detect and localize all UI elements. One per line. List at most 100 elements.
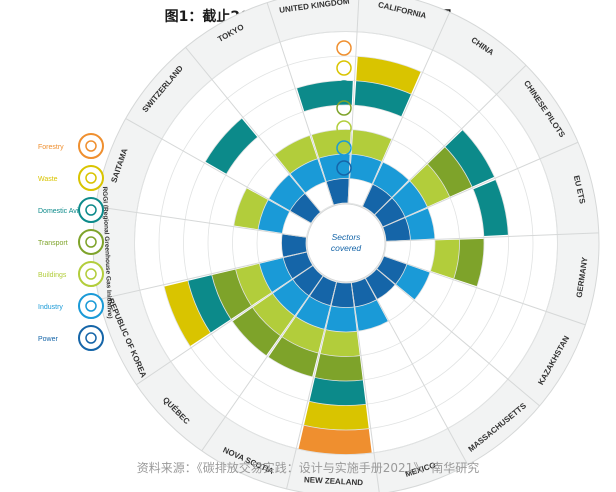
coverage-cell — [376, 256, 407, 284]
coverage-cell — [325, 305, 357, 332]
coverage-cell — [268, 174, 305, 211]
grid-ring — [305, 202, 387, 284]
coverage-cell — [164, 280, 211, 347]
legend-label: Domestic Aviation — [38, 208, 94, 215]
center-hole — [306, 203, 386, 283]
tree-icon — [336, 40, 352, 56]
coverage-cell — [232, 307, 281, 356]
coverage-cell — [331, 281, 354, 308]
grid-divider — [347, 0, 360, 204]
coverage-cell — [205, 118, 258, 174]
house-icon — [336, 120, 352, 136]
coverage-cell — [233, 188, 269, 230]
legend-item: Domestic Aviation — [38, 197, 104, 223]
coverage-cell — [382, 217, 411, 241]
grid-divider — [286, 281, 338, 490]
coverage-cell — [311, 129, 351, 159]
coverage-cell — [355, 299, 389, 332]
grid-divider — [185, 47, 322, 213]
grid-divider — [99, 251, 308, 300]
system-label: NEW ZEALAND — [304, 475, 364, 487]
coverage-cell — [290, 158, 326, 193]
coverage-cell — [235, 263, 272, 306]
factory-icon — [336, 140, 352, 156]
coverage-cell — [298, 425, 372, 455]
center-label: covered — [331, 243, 362, 253]
legend-label: Industry — [38, 304, 63, 311]
legend-label: Power — [38, 336, 59, 343]
coverage-cell — [303, 401, 369, 430]
coverage-cell — [430, 239, 460, 279]
grid-divider — [376, 268, 540, 407]
waste-icon — [336, 60, 352, 76]
grid-divider — [374, 64, 527, 216]
coverage-cell — [309, 377, 366, 406]
grid-divider — [201, 275, 324, 452]
power-icon — [78, 325, 104, 351]
factory-icon — [78, 293, 104, 319]
legend-item: Buildings — [38, 261, 104, 287]
center-label: Sectors — [332, 232, 362, 242]
plane-icon — [78, 197, 104, 223]
coverage-cell — [395, 264, 430, 300]
power-icon — [336, 160, 352, 176]
coverage-cell — [453, 238, 484, 287]
source-note: 资料来源：《碳排放交易实践：设计与实施手册2021》、南华研究 — [136, 461, 480, 475]
waste-icon — [78, 165, 104, 191]
coverage-cell — [326, 178, 349, 205]
coverage-cell — [283, 252, 313, 279]
coverage-cell — [362, 184, 392, 215]
coverage-cell — [272, 279, 309, 316]
coverage-cell — [405, 208, 435, 240]
house-icon — [78, 261, 104, 287]
coverage-cell — [268, 336, 319, 377]
coverage-cell — [290, 193, 321, 223]
tree-icon — [78, 133, 104, 159]
legend-label: Buildings — [38, 272, 67, 279]
legend-item: Power — [38, 325, 104, 351]
coverage-cell — [282, 316, 325, 354]
coverage-cell — [350, 154, 382, 184]
coverage-cell — [427, 147, 473, 197]
coverage-cell — [351, 129, 392, 162]
legend-item: Transport — [38, 229, 104, 255]
coverage-cell — [351, 278, 377, 307]
coverage-cell — [392, 181, 428, 217]
coverage-cell — [259, 258, 293, 293]
coverage-cell — [187, 275, 231, 333]
grid-divider — [266, 2, 334, 206]
grid-divider — [382, 141, 579, 228]
coverage-cell — [320, 329, 360, 357]
coverage-cell — [473, 179, 509, 237]
legend-label: Forestry — [38, 144, 64, 151]
coverage-cell — [274, 135, 318, 174]
truck-icon — [78, 229, 104, 255]
coverage-cell — [296, 296, 331, 330]
coverage-cell — [258, 200, 290, 234]
coverage-cell — [314, 353, 363, 381]
grid-divider — [361, 11, 451, 207]
plane-icon — [336, 80, 352, 96]
grid-divider — [364, 277, 469, 466]
coverage-cell — [354, 80, 411, 117]
legend-label: Waste — [38, 176, 58, 183]
grid-divider — [383, 255, 586, 326]
coverage-cell — [281, 234, 307, 257]
coverage-cell — [373, 162, 409, 198]
grid-divider — [136, 264, 314, 386]
coverage-cell — [365, 269, 395, 300]
grid-ring — [158, 55, 534, 431]
grid-ring — [281, 178, 411, 308]
grid-divider — [125, 118, 312, 224]
coverage-cell — [374, 198, 405, 227]
coverage-cell — [409, 164, 450, 207]
legend-item: Industry — [38, 293, 104, 319]
coverage-cell — [445, 130, 495, 187]
grid-ring — [207, 104, 485, 382]
grid-divider — [385, 232, 599, 242]
grid-ring — [232, 129, 460, 357]
truck-icon — [336, 100, 352, 116]
coverage-cell — [211, 269, 252, 320]
grid-divider — [350, 282, 380, 492]
